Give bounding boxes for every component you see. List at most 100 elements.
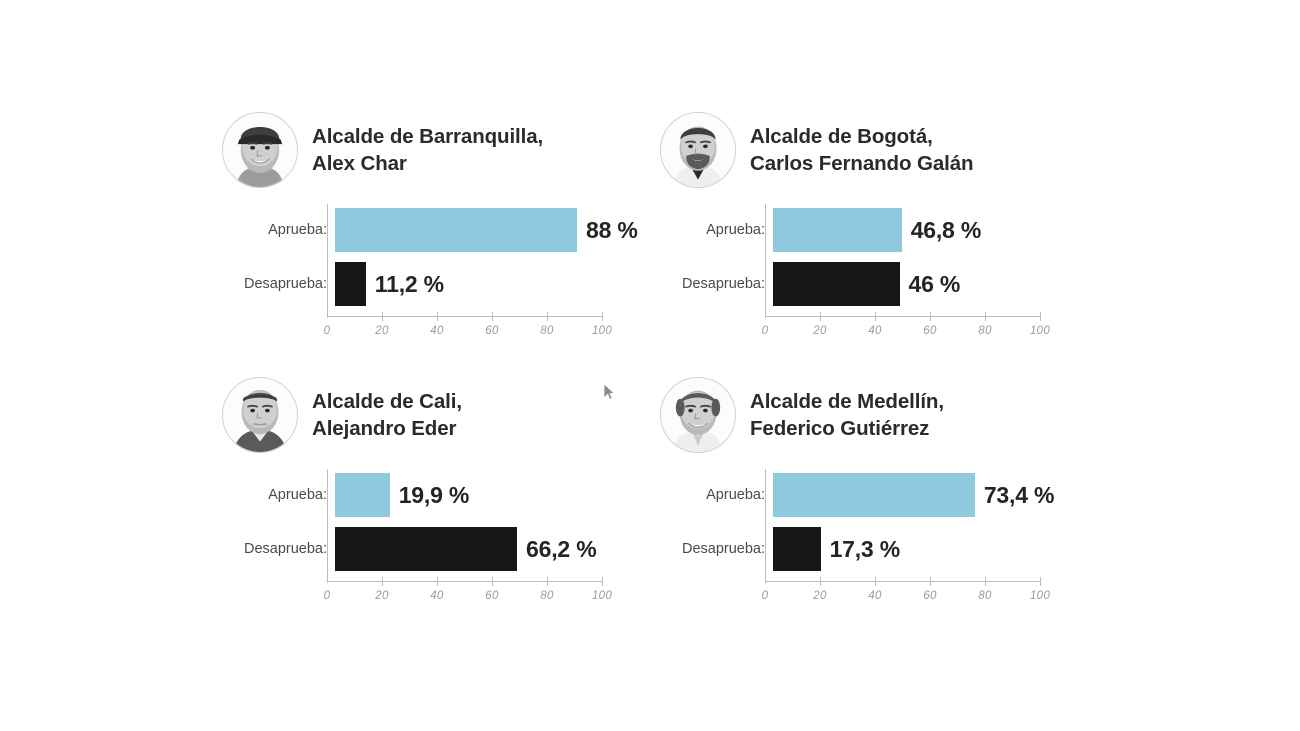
disapprove-label: Desaprueba: bbox=[681, 275, 765, 292]
axis-tick-label: 20 bbox=[375, 590, 389, 602]
x-axis: 0 20 40 60 80 100 bbox=[324, 204, 612, 344]
axis-tick bbox=[820, 312, 822, 321]
bar-container: 88 % bbox=[335, 207, 692, 253]
axis-tick-label: 80 bbox=[540, 325, 554, 337]
axis-tick-label: 100 bbox=[591, 590, 613, 602]
axis-tick bbox=[602, 577, 604, 586]
axis-baseline bbox=[765, 316, 1040, 318]
axis-tick bbox=[437, 577, 439, 586]
axis-vertical-line bbox=[327, 469, 329, 583]
disapprove-value: 11,2 % bbox=[374, 270, 444, 297]
approve-bar bbox=[773, 208, 902, 252]
axis-tick bbox=[602, 312, 604, 321]
bar-container: 46,8 % bbox=[773, 207, 1130, 253]
axis-tick bbox=[382, 577, 384, 586]
approve-value: 88 % bbox=[586, 216, 638, 243]
axis-vertical-line bbox=[765, 469, 767, 583]
bar-container: 11,2 % bbox=[335, 261, 692, 307]
approve-value: 46,8 % bbox=[910, 216, 982, 243]
axis-tick-label: 80 bbox=[540, 590, 554, 602]
bar-chart: Aprueba: 88 % Desaprueba: 11,2 % 0 20 40 60 80 10… bbox=[222, 204, 692, 344]
approve-value: 19,9 % bbox=[398, 481, 470, 508]
bar-container: 17,3 % bbox=[773, 526, 1130, 572]
axis-vertical-line bbox=[327, 204, 329, 318]
approve-label: Aprueba: bbox=[706, 221, 765, 238]
panel-title: Alcalde de Cali, Alejandro Eder bbox=[312, 389, 462, 440]
panel-header: Alcalde de Bogotá, Carlos Fernando Galán bbox=[660, 112, 974, 188]
axis-tick-label: 40 bbox=[430, 325, 444, 337]
approve-bar bbox=[335, 473, 390, 517]
approve-bar bbox=[773, 473, 975, 517]
panel-header: Alcalde de Medellín, Federico Gutiérrez bbox=[660, 377, 944, 453]
approve-label: Aprueba: bbox=[706, 486, 765, 503]
disapprove-bar bbox=[773, 262, 900, 306]
disapprove-value: 46 % bbox=[908, 270, 961, 297]
panel-cali: Alcalde de Cali, Alejandro Eder Aprueba: 1… bbox=[222, 377, 692, 627]
axis-tick-label: 40 bbox=[868, 590, 882, 602]
disapprove-label: Desaprueba: bbox=[243, 275, 327, 292]
axis-tick-label: 40 bbox=[430, 590, 444, 602]
bar-row: Aprueba: 88 % bbox=[222, 207, 692, 253]
disapprove-bar bbox=[335, 527, 518, 571]
disapprove-bar bbox=[335, 262, 366, 306]
panel-barranquilla: Alcalde de Barranquilla, Alex Char Aprueb… bbox=[222, 112, 692, 362]
bar-container: 19,9 % bbox=[335, 472, 692, 518]
bar-chart: Aprueba: 19,9 % Desaprueba: 66,2 % 0 20 40 60 80… bbox=[222, 469, 692, 609]
avatar bbox=[660, 377, 736, 453]
panel-title: Alcalde de Medellín, Federico Gutiérrez bbox=[750, 389, 944, 440]
axis-tick bbox=[492, 312, 494, 321]
panel-title: Alcalde de Barranquilla, Alex Char bbox=[312, 124, 544, 175]
approve-label: Aprueba: bbox=[268, 221, 327, 238]
axis-tick-label: 80 bbox=[978, 325, 992, 337]
bar-chart: Aprueba: 46,8 % Desaprueba: 46 % 0 20 40 60 80 10… bbox=[660, 204, 1130, 344]
axis-tick bbox=[985, 577, 987, 586]
axis-baseline bbox=[327, 316, 602, 318]
axis-tick bbox=[820, 577, 822, 586]
avatar bbox=[222, 112, 298, 188]
bar-container: 73,4 % bbox=[773, 472, 1130, 518]
disapprove-bar bbox=[773, 527, 821, 571]
axis-tick bbox=[930, 577, 932, 586]
avatar bbox=[660, 112, 736, 188]
bar-chart: Aprueba: 73,4 % Desaprueba: 17,3 % 0 20 40 60 80… bbox=[660, 469, 1130, 609]
bar-row: Desaprueba: 46 % bbox=[660, 261, 1130, 307]
panel-header: Alcalde de Barranquilla, Alex Char bbox=[222, 112, 543, 188]
approve-bar bbox=[335, 208, 577, 252]
bar-container: 66,2 % bbox=[335, 526, 692, 572]
x-axis: 0 20 40 60 80 100 bbox=[761, 469, 1050, 609]
axis-tick-label: 100 bbox=[591, 325, 613, 337]
axis-tick-label: 20 bbox=[813, 325, 827, 337]
axis-baseline bbox=[327, 581, 602, 583]
bar-row: Aprueba: 46,8 % bbox=[660, 207, 1130, 253]
bar-row: Aprueba: 73,4 % bbox=[660, 472, 1130, 518]
axis-tick-label: 0 bbox=[761, 590, 769, 602]
axis-baseline bbox=[765, 581, 1040, 583]
axis-tick-label: 100 bbox=[1029, 325, 1051, 337]
bar-row: Desaprueba: 17,3 % bbox=[660, 526, 1130, 572]
axis-tick-label: 60 bbox=[485, 325, 499, 337]
avatar bbox=[222, 377, 298, 453]
axis-tick-label: 80 bbox=[978, 590, 992, 602]
axis-tick-label: 40 bbox=[868, 325, 882, 337]
axis-tick bbox=[930, 312, 932, 321]
axis-tick bbox=[985, 312, 987, 321]
panel-medellin: Alcalde de Medellín, Federico Gutiérrez A… bbox=[660, 377, 1130, 627]
disapprove-value: 66,2 % bbox=[526, 535, 597, 562]
approve-label: Aprueba: bbox=[268, 486, 327, 503]
x-axis: 0 20 40 60 80 100 bbox=[761, 204, 1050, 344]
axis-tick-label: 20 bbox=[813, 590, 827, 602]
axis-tick bbox=[1040, 577, 1042, 586]
axis-tick-label: 100 bbox=[1029, 590, 1051, 602]
panel-bogota: Alcalde de Bogotá, Carlos Fernando Galán… bbox=[660, 112, 1130, 362]
panel-title: Alcalde de Bogotá, Carlos Fernando Galán bbox=[750, 124, 974, 175]
bar-row: Desaprueba: 11,2 % bbox=[222, 261, 692, 307]
bar-row: Desaprueba: 66,2 % bbox=[222, 526, 692, 572]
axis-tick-label: 0 bbox=[323, 590, 331, 602]
axis-tick bbox=[1040, 312, 1042, 321]
x-axis: 0 20 40 60 80 100 bbox=[323, 469, 612, 609]
axis-tick-label: 0 bbox=[761, 325, 769, 337]
axis-vertical-line bbox=[765, 204, 767, 318]
bar-row: Aprueba: 19,9 % bbox=[222, 472, 692, 518]
axis-tick bbox=[382, 312, 384, 321]
